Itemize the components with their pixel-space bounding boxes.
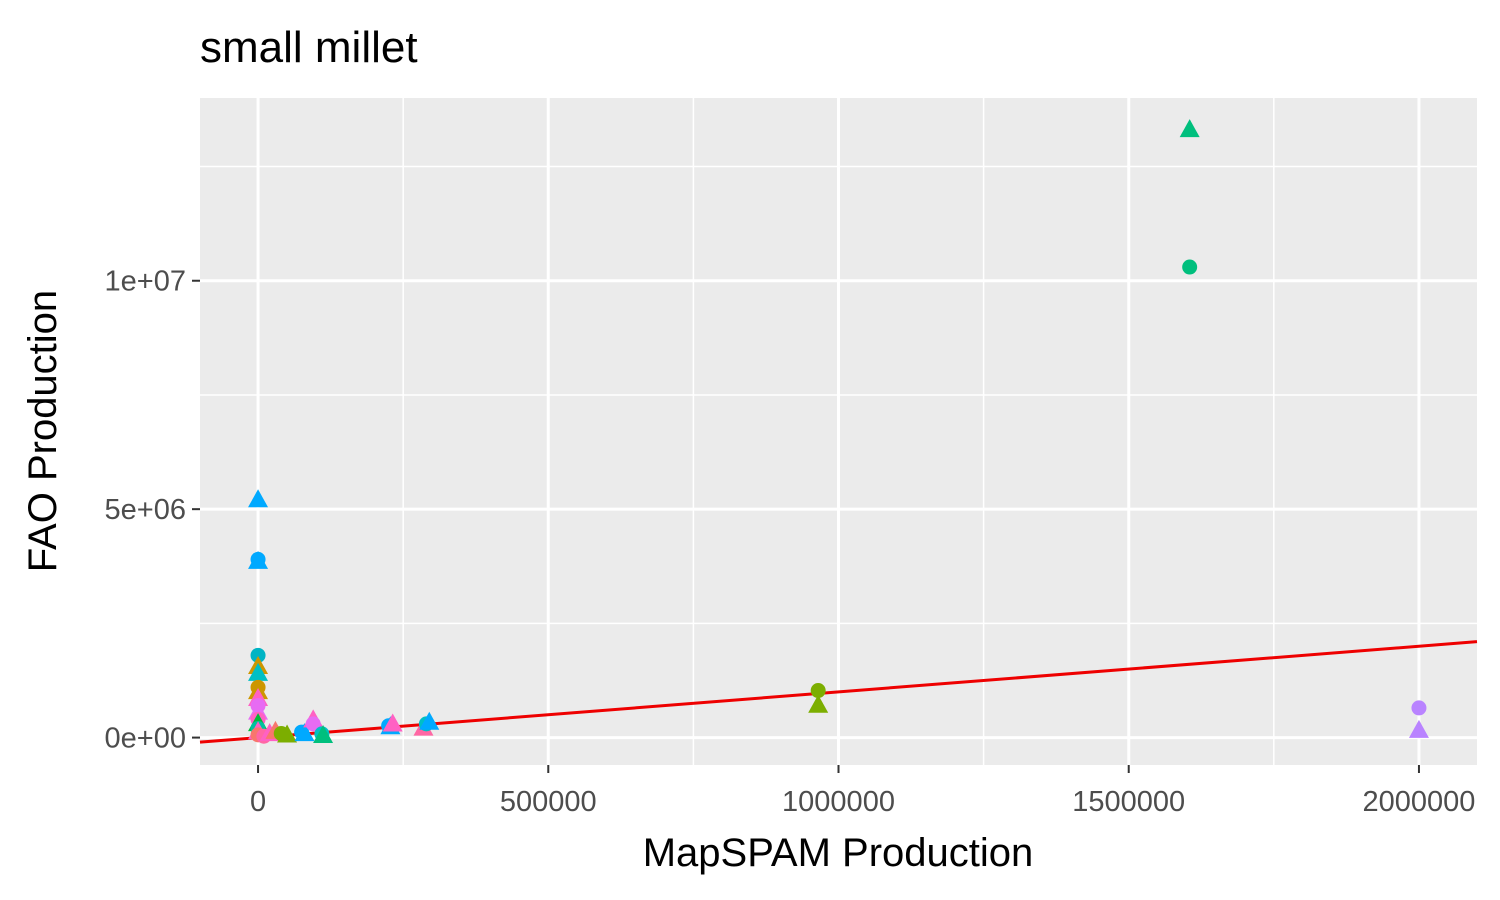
x-tick-label: 2000000 — [1363, 786, 1476, 818]
data-point-triangle — [808, 694, 829, 713]
data-point-circle — [1411, 700, 1427, 716]
data-point-circle — [250, 647, 266, 663]
x-tick-label: 500000 — [500, 786, 597, 818]
data-point-triangle — [382, 713, 403, 732]
y-tick-label: 1e+07 — [105, 266, 186, 298]
data-point-triangle — [1408, 719, 1429, 738]
data-point-triangle — [248, 550, 269, 569]
major-gridlines — [200, 98, 1477, 765]
data-point-circle — [810, 683, 826, 699]
reference-line — [199, 640, 1478, 744]
y-axis-title: FAO Production — [21, 290, 65, 572]
reference-line-group — [199, 640, 1478, 744]
x-tick-label: 1000000 — [782, 786, 895, 818]
data-point-triangle — [419, 711, 440, 730]
data-point-circle — [1182, 259, 1198, 275]
data-point-triangle — [313, 724, 334, 743]
data-point-triangle — [277, 724, 298, 743]
x-axis-title: MapSPAM Production — [643, 831, 1034, 875]
y-axis-ticks: 0e+00 5e+06 1e+07 — [105, 266, 200, 755]
data-points — [248, 119, 1429, 744]
x-tick-label: 0 — [250, 786, 266, 818]
data-point-triangle — [248, 489, 269, 508]
chart-title: small millet — [200, 23, 418, 72]
data-point-triangle — [294, 723, 315, 742]
data-point-triangle — [1179, 119, 1200, 138]
y-tick-label: 5e+06 — [105, 494, 186, 526]
data-point-circle — [305, 716, 321, 732]
data-point-triangle — [248, 662, 269, 681]
x-tick-label: 1500000 — [1072, 786, 1185, 818]
y-tick-label: 0e+00 — [105, 723, 186, 755]
x-axis-ticks: 0 500000 1000000 1500000 2000000 — [250, 765, 1475, 818]
